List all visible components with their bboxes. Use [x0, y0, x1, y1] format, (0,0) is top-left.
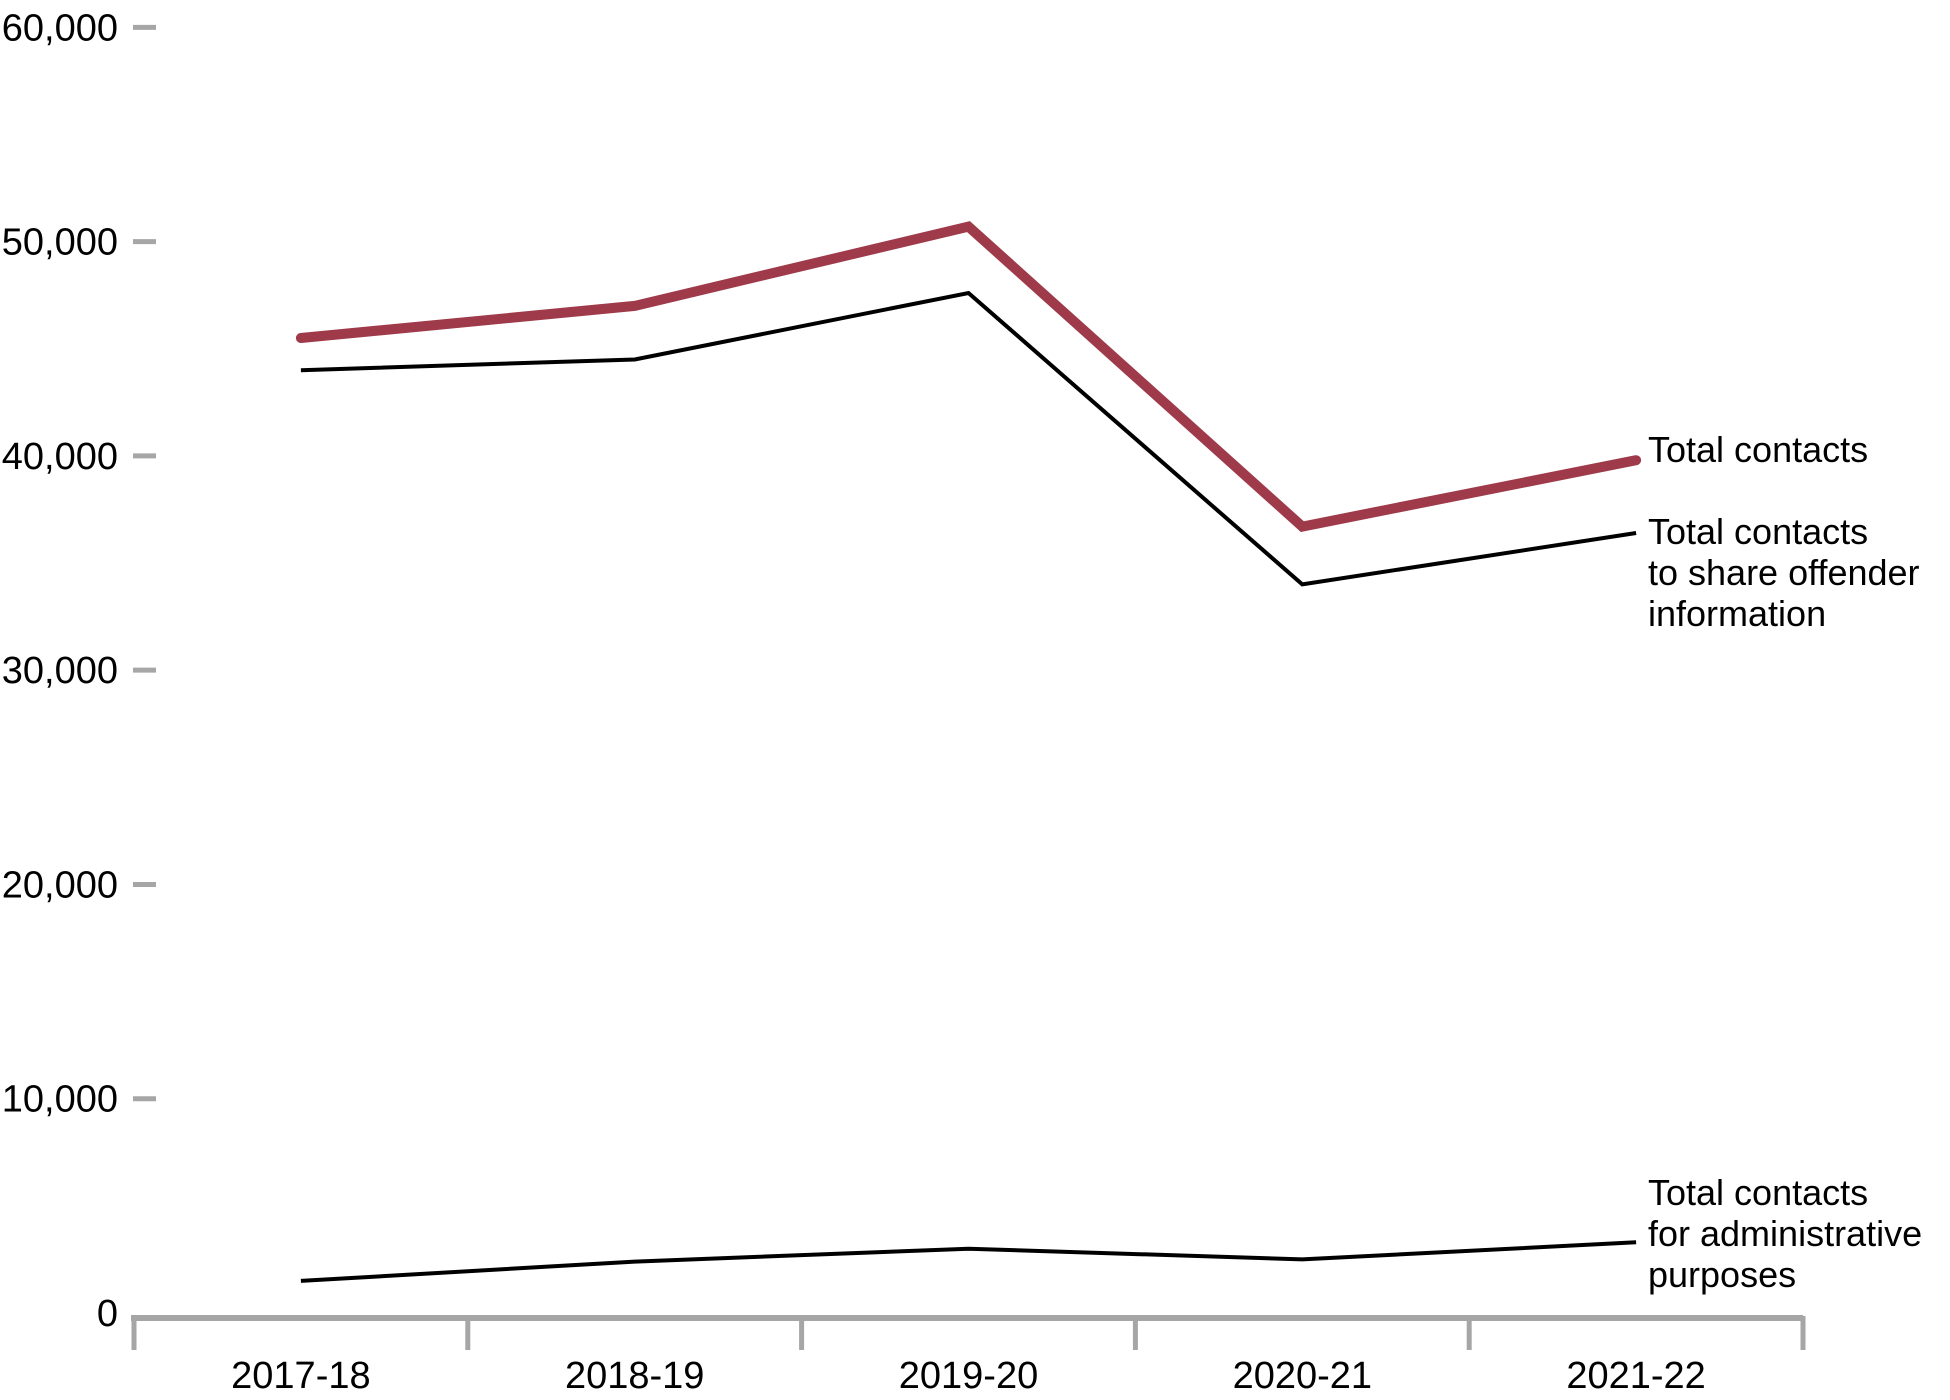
x-axis-label: 2019-20: [899, 1355, 1038, 1397]
y-axis-label: 40,000: [2, 436, 118, 478]
y-axis-label: 30,000: [2, 650, 118, 692]
y-axis-label: 0: [97, 1293, 118, 1335]
series-label-line: to share offender: [1648, 552, 1920, 593]
x-axis-label: 2021-22: [1566, 1355, 1705, 1397]
y-axis-label: 10,000: [2, 1079, 118, 1121]
series-label-line: for administrative: [1648, 1213, 1923, 1254]
series-line-1: [300, 290, 1637, 587]
x-axis-label: 2018-19: [565, 1355, 704, 1397]
series-label-line: Total contacts: [1648, 1172, 1869, 1213]
series-label-line: Total contacts: [1648, 511, 1869, 552]
series-label-total-contacts: Total contacts: [1648, 429, 1868, 470]
series-line-0: [295, 221, 1642, 532]
series-label-line: Total contacts: [1648, 429, 1869, 470]
series-label-administrative-purposes: Total contacts for administrative purpos…: [1648, 1172, 1922, 1295]
y-axis-label: 50,000: [2, 222, 118, 264]
y-axis-label: 60,000: [2, 7, 118, 49]
series-line-2: [300, 1240, 1637, 1283]
y-axis-label: 20,000: [2, 864, 118, 906]
series-label-share-offender-information: Total contacts to share offender informa…: [1648, 511, 1920, 634]
x-axis-label: 2017-18: [231, 1355, 370, 1397]
series-label-line: information: [1648, 593, 1827, 634]
series-label-line: purposes: [1648, 1254, 1797, 1295]
x-axis-label: 2020-21: [1233, 1355, 1372, 1397]
